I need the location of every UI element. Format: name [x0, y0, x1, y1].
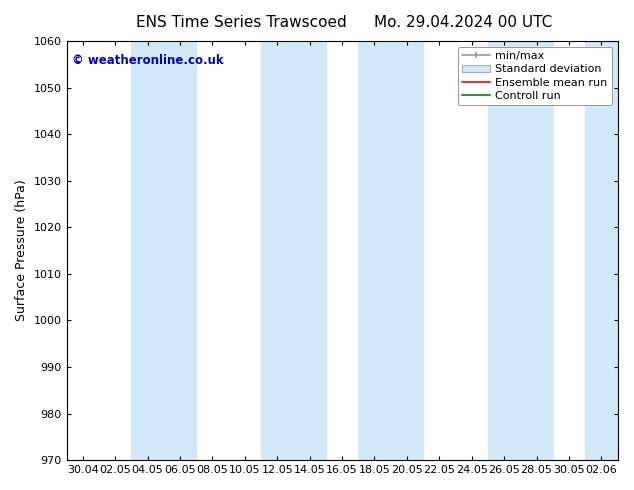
Bar: [131, 41, 196, 460]
Text: ENS Time Series Trawscoed: ENS Time Series Trawscoed: [136, 15, 346, 30]
Text: Mo. 29.04.2024 00 UTC: Mo. 29.04.2024 00 UTC: [373, 15, 552, 30]
Text: © weatheronline.co.uk: © weatheronline.co.uk: [72, 53, 224, 67]
Bar: [261, 41, 326, 460]
Legend: min/max, Standard deviation, Ensemble mean run, Controll run: min/max, Standard deviation, Ensemble me…: [458, 47, 612, 105]
Bar: [585, 41, 618, 460]
Y-axis label: Surface Pressure (hPa): Surface Pressure (hPa): [15, 180, 28, 321]
Bar: [488, 41, 553, 460]
Bar: [358, 41, 423, 460]
